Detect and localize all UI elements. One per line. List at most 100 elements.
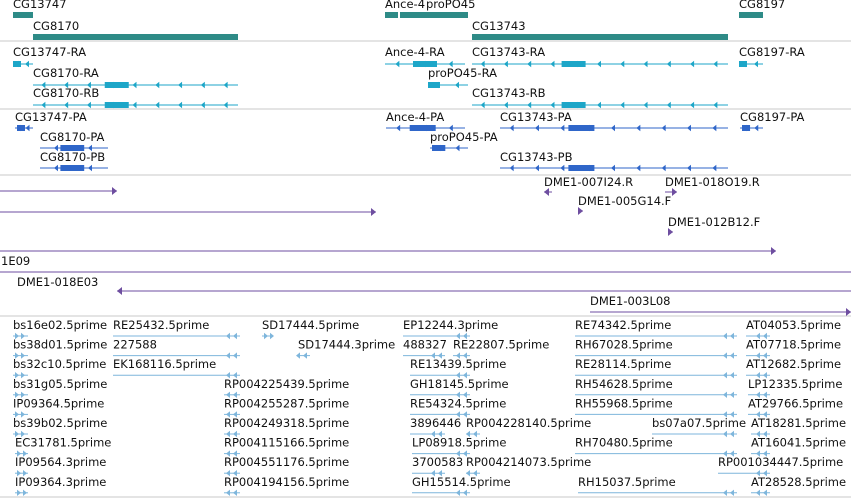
gene-bar[interactable] [739, 12, 763, 18]
protein-label[interactable]: Ance-4-PA [386, 110, 444, 124]
protein-label[interactable]: CG13743-PB [500, 150, 573, 164]
transcript-label[interactable]: CG8197-RA [739, 45, 805, 59]
protein-exon[interactable] [432, 145, 446, 151]
transcript-label[interactable]: CG13743-RA [472, 45, 545, 59]
gene-bar[interactable] [472, 34, 728, 40]
est-label[interactable]: GH18145.5prime [410, 377, 509, 391]
est-label[interactable]: RP004228140.5prime [466, 416, 591, 430]
transcript-label[interactable]: CG13747-RA [13, 45, 86, 59]
clone-label[interactable]: DME1-007I24.R [544, 175, 633, 189]
gene-label[interactable]: Ance-4 [385, 0, 425, 11]
gene-label[interactable]: CG13743 [472, 19, 526, 33]
est-label[interactable]: RE22807.5prime [453, 338, 549, 352]
protein-exon[interactable] [409, 125, 436, 131]
protein-exon[interactable] [742, 125, 751, 131]
est-label[interactable]: RP004194156.5prime [224, 475, 349, 489]
est-label[interactable]: RE25432.5prime [113, 318, 209, 332]
clone-label[interactable]: DME1-012B12.F [668, 215, 760, 229]
transcript-exon[interactable] [104, 82, 129, 88]
transcript-exon[interactable] [739, 61, 747, 67]
est-label[interactable]: EK168116.5prime [113, 357, 216, 371]
gene-bar[interactable] [33, 34, 238, 40]
protein-exon[interactable] [17, 125, 25, 131]
est-label[interactable]: bs07a07.5prime [652, 416, 746, 430]
gene-label[interactable]: CG13747 [13, 0, 67, 11]
protein-exon[interactable] [568, 125, 595, 131]
transcript-label[interactable]: proPO45-RA [428, 66, 497, 80]
gene-label[interactable]: proPO45 [426, 0, 475, 11]
est-label[interactable]: RP004214073.5prime [466, 455, 591, 469]
transcript-exon[interactable] [561, 61, 586, 67]
est-label[interactable]: RE13439.5prime [410, 357, 506, 371]
est-label[interactable]: EP12244.3prime [403, 318, 498, 332]
est-label[interactable]: RE28114.5prime [575, 357, 671, 371]
clone-label[interactable]: 1E09 [1, 254, 30, 268]
est-label[interactable]: RH67028.5prime [575, 338, 673, 352]
est-label[interactable]: RH54628.5prime [575, 377, 673, 391]
transcript-label[interactable]: Ance-4-RA [385, 45, 445, 59]
est-label[interactable]: 227588 [113, 338, 157, 352]
est-label[interactable]: RE54324.5prime [410, 396, 506, 410]
transcript-label[interactable]: CG8170-RA [33, 66, 99, 80]
protein-exon[interactable] [60, 165, 85, 171]
transcript-exon[interactable] [104, 102, 129, 108]
est-label[interactable]: bs39b02.5prime [13, 416, 107, 430]
protein-label[interactable]: CG13743-PA [500, 110, 572, 124]
clone-label[interactable]: DME1-018O19.R [665, 175, 760, 189]
est-label[interactable]: AT16041.5prime [751, 436, 846, 450]
protein-label[interactable]: CG13747-PA [15, 110, 87, 124]
gene-label[interactable]: CG8170 [33, 19, 79, 33]
est-label[interactable]: RP004551176.5prime [224, 455, 349, 469]
est-label[interactable]: bs38d01.5prime [13, 338, 107, 352]
est-label[interactable]: RP004249318.5prime [224, 416, 349, 430]
protein-exon[interactable] [568, 165, 595, 171]
est-label[interactable]: LP12335.5prime [748, 377, 842, 391]
gene-label[interactable]: CG8197 [739, 0, 785, 11]
gene-bar[interactable] [385, 12, 398, 18]
transcript-exon[interactable] [561, 102, 586, 108]
est-label[interactable]: bs32c10.5prime [13, 357, 106, 371]
est-label[interactable]: GH15514.5prime [412, 475, 511, 489]
gene-bar[interactable] [13, 12, 33, 18]
est-label[interactable]: RH55968.5prime [575, 396, 673, 410]
protein-label[interactable]: CG8170-PB [40, 150, 105, 164]
clone-label[interactable]: DME1-018E03 [17, 275, 98, 289]
est-label[interactable]: 3896446 [410, 416, 461, 430]
est-label[interactable]: RH15037.5prime [578, 475, 676, 489]
est-label[interactable]: 3700583 [412, 455, 463, 469]
est-label[interactable]: bs31g05.5prime [13, 377, 107, 391]
clone-label[interactable]: DME1-003L08 [590, 294, 671, 308]
est-label[interactable]: RE74342.5prime [575, 318, 671, 332]
est-label[interactable]: AT07718.5prime [746, 338, 841, 352]
est-label[interactable]: AT04053.5prime [746, 318, 841, 332]
protein-label[interactable]: proPO45-PA [430, 130, 498, 144]
protein-label[interactable]: CG8197-PA [740, 110, 805, 124]
est-label[interactable]: AT12682.5prime [746, 357, 841, 371]
est-label[interactable]: RP004255287.5prime [224, 396, 349, 410]
est-label[interactable]: AT18281.5prime [751, 416, 846, 430]
transcript-label[interactable]: CG8170-RB [33, 86, 99, 100]
est-label[interactable]: 488327 [403, 338, 447, 352]
est-label[interactable]: IP09564.3prime [15, 455, 106, 469]
est-label[interactable]: AT29766.5prime [748, 396, 843, 410]
est-label[interactable]: RP001034447.5prime [718, 455, 843, 469]
est-label[interactable]: SD17444.3prime [298, 338, 395, 352]
est-label[interactable]: AT28528.5prime [751, 475, 846, 489]
est-label[interactable]: SD17444.5prime [262, 318, 359, 332]
transcript-label[interactable]: CG13743-RB [472, 86, 546, 100]
est-label[interactable]: bs16e02.5prime [13, 318, 107, 332]
transcript-exon[interactable] [13, 61, 21, 67]
transcript-exon[interactable] [428, 82, 440, 88]
est-label[interactable]: EC31781.5prime [15, 436, 111, 450]
est-label[interactable]: IP09364.3prime [15, 475, 106, 489]
est-label[interactable]: RP004225439.5prime [224, 377, 349, 391]
est-label[interactable]: IP09364.5prime [13, 396, 104, 410]
gene-bar[interactable] [400, 12, 468, 18]
protein-label[interactable]: CG8170-PA [40, 130, 105, 144]
est-label[interactable]: RH70480.5prime [575, 436, 673, 450]
est-label[interactable]: LP08918.5prime [412, 436, 506, 450]
clone-label[interactable]: DME1-005G14.F [578, 194, 671, 208]
est-label[interactable]: RP004115166.5prime [224, 436, 349, 450]
protein-exon[interactable] [60, 145, 85, 151]
transcript-exon[interactable] [413, 61, 437, 67]
